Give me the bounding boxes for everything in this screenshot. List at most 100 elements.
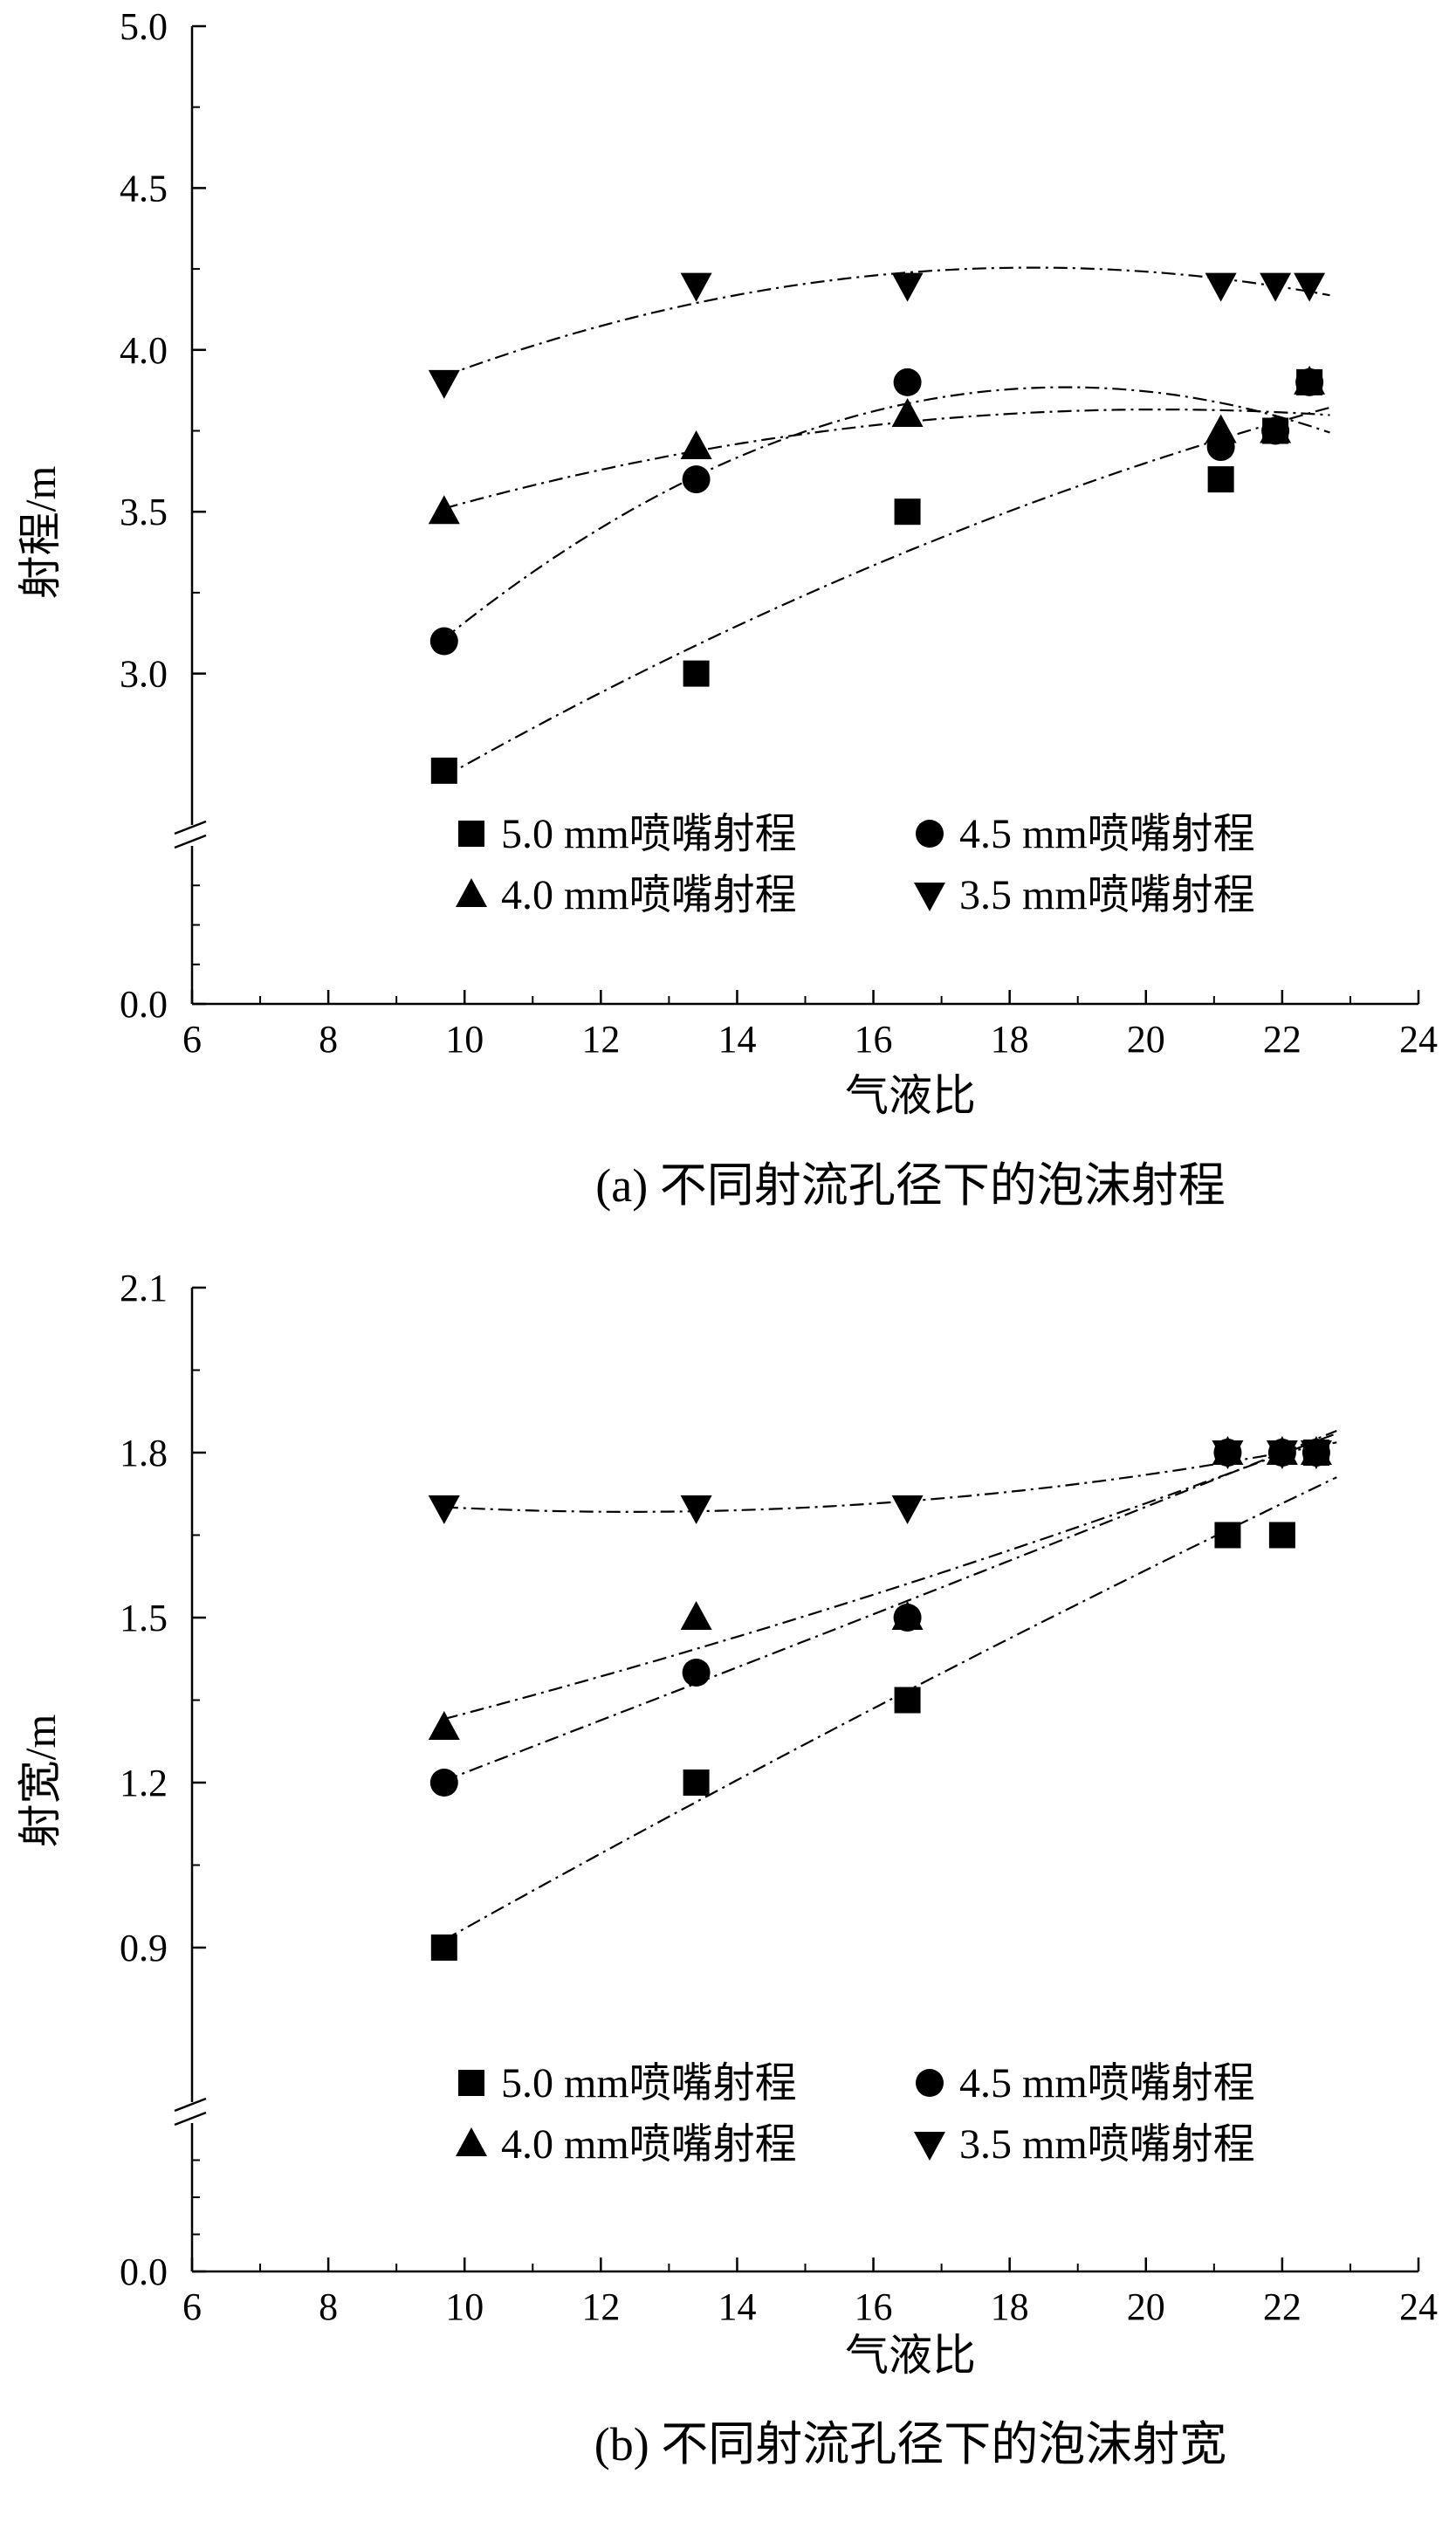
data-point-series-0 [430,757,457,784]
y-tick-label: 0.9 [120,1927,168,1969]
axis-break-mark [174,2097,207,2113]
panel-caption: (b) 不同射流孔径下的泡沫射宽 [594,2418,1226,2470]
fit-line-series-1 [443,1429,1337,1782]
data-point-series-1 [429,1769,458,1797]
legend-label: 5.0 mm喷嘴射程 [501,2060,797,2106]
x-tick-label: 8 [319,1018,338,1061]
data-point-series-3 [428,1495,460,1524]
x-axis-label: 气液比 [845,1071,976,1120]
legend-label: 4.5 mm喷嘴射程 [959,811,1255,857]
x-tick-label: 16 [855,2285,893,2328]
x-tick-label: 10 [445,1018,484,1061]
y-tick-label: 1.8 [120,1432,168,1474]
legend-marker [916,820,944,848]
data-point-series-3 [680,1495,712,1524]
y-tick-label: 3.0 [120,653,168,696]
x-tick-label: 10 [445,2285,484,2328]
data-point-series-2 [891,1601,924,1630]
data-point-series-1 [429,627,458,656]
x-tick-label: 16 [855,1018,893,1061]
x-tick-label: 22 [1263,1018,1301,1061]
fit-line-series-1 [443,386,1330,640]
legend-marker [916,2069,944,2097]
panel-caption: (a) 不同射流孔径下的泡沫射程 [595,1159,1225,1212]
y-tick-label: 4.5 [120,167,168,210]
y-tick-label: 1.5 [120,1597,168,1639]
legend-marker [456,878,487,907]
x-tick-label: 12 [581,2285,620,2328]
legend-label: 3.5 mm喷嘴射程 [959,872,1255,918]
legend-marker [456,2127,487,2156]
y-axis-label: 射程/m [16,466,65,600]
data-point-series-3 [680,272,712,302]
x-tick-label: 24 [1399,2285,1438,2328]
data-point-series-2 [1205,414,1237,443]
y-tick-label: 4.0 [120,329,168,372]
legend-label: 3.5 mm喷嘴射程 [959,2121,1255,2168]
data-point-series-2 [428,495,460,525]
data-point-series-3 [1260,272,1292,302]
data-point-series-0 [894,498,921,526]
x-tick-label: 18 [991,2285,1029,2328]
data-point-series-0 [430,1934,457,1961]
data-point-series-2 [1260,414,1292,443]
legend-label: 5.0 mm喷嘴射程 [501,811,797,857]
fit-line-series-3 [443,1441,1337,1513]
chart-panel-b: 6 8 10 12 14 16 18 20 22 24 0.0 0.9 1.2 1.5 1.8 2.1 5.0 … [16,1267,1438,2470]
data-point-series-1 [682,1659,711,1687]
x-tick-label: 14 [718,2285,756,2328]
axis-break-mark [174,834,207,849]
legend-label: 4.0 mm喷嘴射程 [501,2121,797,2168]
data-point-series-0 [683,660,710,687]
x-tick-label: 12 [581,1018,620,1061]
x-axis-label: 气液比 [845,2331,976,2380]
data-point-series-3 [1205,272,1237,302]
chart-panel-a: 6 8 10 12 14 16 18 20 22 24 0.0 3.0 3.5 4.0 4.5 5.0 5.0 … [16,5,1438,1212]
data-point-series-2 [680,430,712,460]
legend-label: 4.5 mm喷嘴射程 [959,2060,1255,2106]
x-tick-label: 14 [718,1018,756,1061]
data-point-series-3 [891,1495,924,1524]
data-point-series-3 [428,369,460,399]
fit-line-series-2 [443,409,1330,510]
y-axis-label: 射宽/m [16,1715,65,1848]
data-point-series-3 [1266,1440,1298,1469]
y-tick-label: 2.1 [120,1267,168,1309]
data-point-series-2 [891,397,924,427]
fit-line-series-3 [443,266,1330,377]
x-tick-label: 22 [1263,2285,1301,2328]
data-point-series-3 [1212,1440,1244,1469]
legend-marker [458,821,484,847]
x-tick-label: 6 [182,1018,202,1061]
y-tick-label: 0.0 [120,983,168,1026]
y-tick-label: 5.0 [120,5,168,48]
data-point-series-1 [682,465,711,494]
data-point-series-0 [1214,1522,1241,1549]
data-point-series-0 [894,1687,921,1714]
y-tick-label: 0.0 [120,2251,168,2293]
data-point-series-2 [428,1711,460,1740]
x-tick-label: 18 [991,1018,1029,1061]
data-point-series-0 [1268,1522,1295,1549]
fit-line-series-0 [443,1476,1337,1941]
data-point-series-3 [1294,272,1326,302]
legend-label: 4.0 mm喷嘴射程 [501,872,797,918]
axis-break-mark [174,2111,207,2127]
legend-marker [914,2132,945,2161]
data-point-series-1 [893,368,922,396]
y-tick-label: 3.5 [120,491,168,533]
x-tick-label: 8 [319,2285,338,2328]
x-tick-label: 20 [1127,1018,1165,1061]
x-tick-label: 6 [182,2285,202,2328]
legend-marker [914,883,945,911]
data-point-series-3 [891,272,924,302]
axis-break-mark [174,820,207,835]
data-point-series-3 [1300,1440,1332,1469]
x-tick-label: 24 [1399,1018,1438,1061]
fit-line-series-0 [443,406,1330,778]
legend-marker [458,2070,484,2096]
data-point-series-2 [1294,365,1326,395]
data-point-series-0 [683,1770,710,1796]
